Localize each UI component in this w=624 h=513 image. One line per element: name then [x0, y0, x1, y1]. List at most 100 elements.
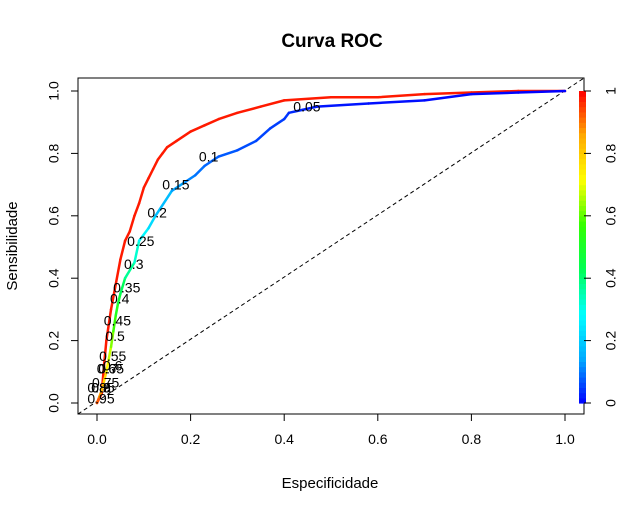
roc-curve-1-segment — [109, 283, 117, 311]
y-tick-label: 0.6 — [46, 206, 62, 226]
roc-curve-1-segment — [147, 167, 155, 180]
colorbar-segment — [579, 200, 586, 206]
roc-curve-2-segment — [254, 127, 272, 143]
roc-curve-2-segment — [470, 91, 520, 96]
colorbar-segment — [579, 304, 586, 310]
colorbar-segment — [579, 330, 586, 336]
colorbar-tick-label: 0.6 — [603, 206, 619, 226]
roc-curve-2-segment — [119, 276, 127, 296]
roc-curve-2-segment — [282, 111, 291, 121]
roc-curve-2-segment — [301, 105, 319, 111]
y-tick-label: 1.0 — [46, 81, 62, 101]
roc-curve-1-segment — [102, 339, 108, 367]
roc-curve-2-segment — [217, 149, 239, 158]
roc-curves — [95, 89, 567, 405]
cutoff-label: 0.5 — [105, 328, 125, 344]
colorbar-segment — [579, 335, 586, 342]
colorbar-segment — [579, 236, 586, 243]
roc-curve-1-segment — [165, 139, 178, 149]
colorbar-segment — [579, 293, 586, 300]
colorbar-tick-label: 0 — [603, 399, 619, 407]
cutoff-label: 0.15 — [162, 177, 189, 193]
cutoff-label: 0.9 — [91, 379, 111, 395]
roc-curve-1-segment — [119, 239, 127, 261]
x-tick-label: 0.8 — [462, 431, 482, 447]
colorbar-segment — [579, 387, 586, 394]
roc-curve-2-segment — [133, 239, 141, 264]
roc-curve-2-segment — [184, 173, 197, 183]
roc-curve-1-segment — [151, 158, 160, 171]
colorbar-segment — [579, 143, 586, 149]
colorbar-segment — [579, 325, 586, 331]
colorbar-segment — [579, 148, 586, 154]
colorbar-segment — [579, 205, 586, 212]
colorbar-segment — [579, 137, 586, 144]
roc-curve-2-segment — [147, 214, 157, 230]
colorbar-segment — [579, 158, 586, 165]
cutoff-label: 0.8 — [91, 379, 111, 395]
roc-curve-1-segment — [156, 152, 164, 161]
colorbar-segment — [579, 179, 586, 186]
colorbar-segment — [579, 356, 586, 362]
x-tick-label: 0.6 — [368, 431, 388, 447]
colorbar-segment — [579, 366, 586, 373]
roc-curve-1-segment — [137, 186, 146, 205]
cutoff-label: 0.3 — [124, 256, 144, 272]
x-axis-label: Especificidade — [282, 475, 379, 492]
roc-curve-1-segment — [376, 92, 426, 99]
x-tick-label: 1.0 — [555, 431, 575, 447]
colorbar-segment — [579, 195, 586, 201]
colorbar-segment — [579, 377, 586, 383]
roc-curve-2-segment — [123, 261, 136, 280]
cutoff-label: 0.2 — [147, 205, 167, 221]
colorbar-segment — [579, 392, 586, 399]
roc-curve-2-segment — [114, 301, 120, 317]
colorbar-segment — [579, 252, 586, 258]
y-tick-label: 0.2 — [46, 331, 62, 351]
colorbar-segment — [579, 278, 586, 284]
colorbar-segment — [579, 319, 586, 326]
roc-curve-2-segment — [268, 117, 286, 130]
roc-curve-2-segment — [170, 180, 188, 193]
colorbar-segment — [579, 184, 586, 191]
colorbar-segment — [579, 241, 586, 248]
cutoff-label: 0.95 — [87, 390, 114, 406]
cutoff-label: 0.25 — [127, 233, 154, 249]
roc-curve-1-segment — [175, 130, 192, 143]
colorbar-segment — [579, 122, 586, 128]
roc-curve-2-segment — [100, 379, 106, 392]
roc-curve-1-segment — [142, 177, 150, 189]
cutoff-colorbar: 0 0.2 0.4 0.6 0.8 1 — [579, 87, 619, 407]
cutoff-label: 0.1 — [199, 149, 219, 165]
y-tick-label: 0.8 — [46, 143, 62, 163]
colorbar-segment — [579, 163, 586, 170]
roc-curve-1-segment — [133, 202, 141, 218]
colorbar-segment — [579, 371, 586, 378]
cutoff-label: 0.85 — [87, 379, 114, 395]
colorbar-segment — [579, 382, 586, 388]
colorbar-segment — [579, 397, 586, 404]
y-tick-label: 0.4 — [46, 268, 62, 288]
reference-diagonal-line — [77, 77, 585, 415]
cutoff-label: 0.35 — [113, 280, 140, 296]
cutoff-label: 0.75 — [92, 375, 119, 391]
roc-curve-2-segment — [105, 358, 110, 374]
x-tick-label: 0.4 — [274, 431, 294, 447]
colorbar-segment — [579, 226, 586, 232]
y-tick-label: 0.0 — [46, 393, 62, 413]
colorbar-segment — [579, 210, 586, 217]
colorbar-segment — [579, 267, 586, 274]
roc-curve-2-segment — [236, 139, 258, 152]
chart-title: Curva ROC — [281, 31, 383, 52]
roc-curve-2-segment — [203, 155, 220, 168]
colorbar-segment — [579, 101, 586, 108]
roc-curve-2-segment — [137, 227, 150, 243]
colorbar-segment — [579, 247, 586, 253]
cutoff-labels: 0.950.90.850.80.750.70.650.60.55 0.50.45 0… — [87, 99, 320, 407]
colorbar-tick-label: 0.8 — [603, 143, 619, 163]
colorbar-segment — [579, 314, 586, 321]
colorbar-segment — [579, 351, 586, 357]
roc-curve-2-segment — [107, 345, 113, 361]
y-axis-label: Sensibilidade — [4, 201, 21, 290]
